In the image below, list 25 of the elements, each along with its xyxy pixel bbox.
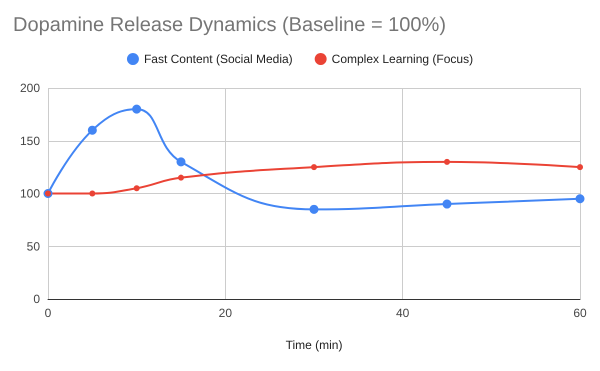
x-tick-label: 20 [218,306,232,320]
y-tick-label: 200 [20,81,40,95]
point [88,126,97,135]
x-tick-label: 0 [44,306,52,320]
y-tick-label: 0 [33,292,40,306]
x-tick-label: 60 [573,306,587,320]
legend-label: Complex Learning (Focus) [332,52,474,66]
y-tick-label: 50 [26,239,40,254]
point [577,164,583,170]
point [176,157,186,166]
legend-label: Fast Content (Social Media) [144,52,293,66]
point [311,164,317,170]
point [310,204,318,214]
point [444,158,450,165]
point [89,190,96,196]
y-tick-label: 150 [20,134,40,148]
point [576,194,584,204]
point [442,200,452,209]
point [132,104,142,114]
x-tick-label: 40 [396,306,410,320]
y-tick-label: 100 [20,186,40,200]
point [134,185,140,192]
point [178,174,184,181]
x-axis-title: Time (min) [286,338,342,352]
chart-title: Dopamine Release Dynamics (Baseline = 100%) [13,14,446,36]
